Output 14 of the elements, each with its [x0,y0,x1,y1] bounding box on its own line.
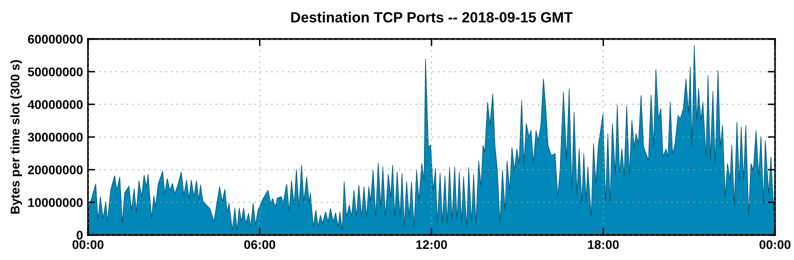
x-tick-label: 00:00 [72,240,104,250]
y-axis-title: Bytes per time slot (300 s) [10,60,22,214]
y-tick-label: 10000000 [28,198,83,207]
x-tick-label: 12:00 [416,240,447,250]
y-tick-label: 20000000 [28,165,83,174]
chart-title: Destination TCP Ports -- 2018-09-15 GMT [291,12,573,22]
y-tick-label: 60000000 [28,34,83,44]
x-tick-label: 18:00 [588,240,619,250]
x-tick-label: 00:00 [760,240,790,250]
y-tick-label: 0 [76,230,83,240]
x-tick-label: 06:00 [244,240,276,250]
y-tick-label: 40000000 [28,100,83,109]
y-tick-label: 30000000 [28,132,83,142]
y-tick-label: 50000000 [28,67,83,76]
